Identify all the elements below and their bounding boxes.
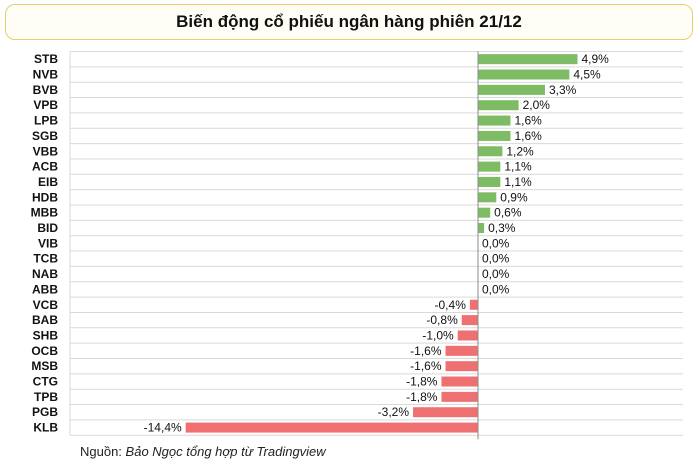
source-note: Nguồn: Bảo Ngọc tổng hợp từ Tradingview xyxy=(80,444,326,459)
data-label: 2,0% xyxy=(523,98,551,112)
category-label: CTG xyxy=(33,375,58,389)
data-label: 0,0% xyxy=(482,282,510,296)
bar xyxy=(478,223,485,234)
bar xyxy=(478,161,501,172)
bar xyxy=(413,407,478,418)
data-label: -1,0% xyxy=(422,328,454,342)
bar xyxy=(185,422,478,433)
data-label: 4,9% xyxy=(581,52,609,66)
category-label: ACB xyxy=(32,160,58,174)
category-label: BID xyxy=(37,221,58,235)
chart-title: Biến động cổ phiếu ngân hàng phiên 21/12 xyxy=(176,12,522,31)
bar xyxy=(441,391,478,402)
data-label: 4,5% xyxy=(573,68,601,82)
category-label: VBB xyxy=(33,144,59,158)
bar xyxy=(469,299,478,310)
category-label: STB xyxy=(34,52,58,66)
category-label: SHB xyxy=(33,328,59,342)
bar xyxy=(478,69,570,80)
category-label: MSB xyxy=(31,359,58,373)
category-label: SGB xyxy=(32,129,58,143)
data-label: 0,0% xyxy=(482,236,510,250)
category-label: ABB xyxy=(32,282,58,296)
data-label: -1,8% xyxy=(406,375,438,389)
bar xyxy=(457,330,478,341)
bar xyxy=(478,146,503,157)
category-label: VCB xyxy=(33,298,59,312)
category-label: TPB xyxy=(34,390,58,404)
category-label: NAB xyxy=(32,267,58,281)
bar xyxy=(445,361,478,372)
source-prefix: Nguồn: xyxy=(80,444,126,459)
category-label: VPB xyxy=(33,98,58,112)
data-label: 0,6% xyxy=(494,206,522,220)
data-label: 0,3% xyxy=(488,221,516,235)
category-label: PGB xyxy=(32,405,58,419)
bar xyxy=(478,130,511,141)
data-label: 1,1% xyxy=(504,175,532,189)
source-author: Bảo Ngọc tổng hợp từ Tradingview xyxy=(125,444,326,459)
data-label: -1,8% xyxy=(406,390,438,404)
data-label: -3,2% xyxy=(378,405,410,419)
category-label: MBB xyxy=(31,206,59,220)
bar xyxy=(478,54,578,65)
bar xyxy=(478,100,519,111)
category-label: TCB xyxy=(33,252,58,266)
category-label: EIB xyxy=(38,175,58,189)
chart-title-box: Biến động cổ phiếu ngân hàng phiên 21/12 xyxy=(5,4,693,40)
data-label: 1,1% xyxy=(504,160,532,174)
category-label: OCB xyxy=(31,344,58,358)
bar xyxy=(445,345,478,356)
bar xyxy=(441,376,478,387)
bar xyxy=(478,115,511,126)
data-label: 1,6% xyxy=(514,129,542,143)
data-label: -14,4% xyxy=(144,421,182,435)
bar xyxy=(478,84,545,95)
data-label: 0,0% xyxy=(482,252,510,266)
data-label: -1,6% xyxy=(410,344,442,358)
category-label: VIB xyxy=(38,236,58,250)
data-label: -0,4% xyxy=(435,298,467,312)
bar xyxy=(461,315,478,326)
data-label: 0,0% xyxy=(482,267,510,281)
category-label: HDB xyxy=(32,190,58,204)
data-label: 0,9% xyxy=(500,190,528,204)
category-label: NVB xyxy=(33,68,59,82)
bar xyxy=(478,192,497,203)
data-label: 1,2% xyxy=(506,144,534,158)
bar xyxy=(478,176,501,187)
data-label: -0,8% xyxy=(426,313,458,327)
category-label: LPB xyxy=(34,114,58,128)
data-label: -1,6% xyxy=(410,359,442,373)
data-label: 3,3% xyxy=(549,83,577,97)
category-label: BVB xyxy=(33,83,59,97)
category-label: KLB xyxy=(33,421,58,435)
bar xyxy=(478,207,491,218)
data-label: 1,6% xyxy=(514,114,542,128)
category-label: BAB xyxy=(32,313,58,327)
